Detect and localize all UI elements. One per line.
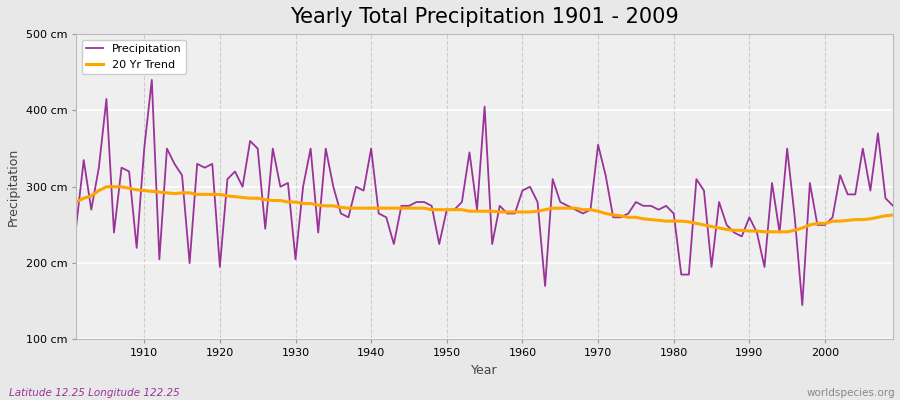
- Precipitation: [351, 184, 362, 189]
- Text: Latitude 12.25 Longitude 122.25: Latitude 12.25 Longitude 122.25: [9, 388, 180, 398]
- Y-axis label: Precipitation: Precipitation: [7, 148, 20, 226]
- Precipitation: [517, 188, 527, 193]
- Precipitation: [525, 184, 535, 189]
- Precipitation: [131, 246, 142, 250]
- 20 Yr Trend: [887, 213, 898, 218]
- Precipitation: [147, 78, 158, 82]
- 20 Yr Trend: [616, 213, 626, 218]
- 20 Yr Trend: [139, 188, 149, 193]
- 20 Yr Trend: [517, 210, 527, 214]
- X-axis label: Year: Year: [472, 364, 498, 377]
- 20 Yr Trend: [759, 230, 769, 234]
- Legend: Precipitation, 20 Yr Trend: Precipitation, 20 Yr Trend: [82, 40, 186, 74]
- Precipitation: [71, 224, 82, 229]
- Precipitation: [616, 215, 626, 220]
- 20 Yr Trend: [71, 200, 82, 204]
- Title: Yearly Total Precipitation 1901 - 2009: Yearly Total Precipitation 1901 - 2009: [290, 7, 679, 27]
- Text: worldspecies.org: worldspecies.org: [807, 388, 896, 398]
- Line: Precipitation: Precipitation: [76, 80, 893, 305]
- Line: 20 Yr Trend: 20 Yr Trend: [76, 187, 893, 232]
- 20 Yr Trend: [101, 184, 112, 189]
- Precipitation: [887, 204, 898, 208]
- Precipitation: [796, 303, 807, 308]
- 20 Yr Trend: [305, 201, 316, 206]
- 20 Yr Trend: [351, 206, 362, 210]
- 20 Yr Trend: [525, 210, 535, 214]
- Precipitation: [305, 146, 316, 151]
